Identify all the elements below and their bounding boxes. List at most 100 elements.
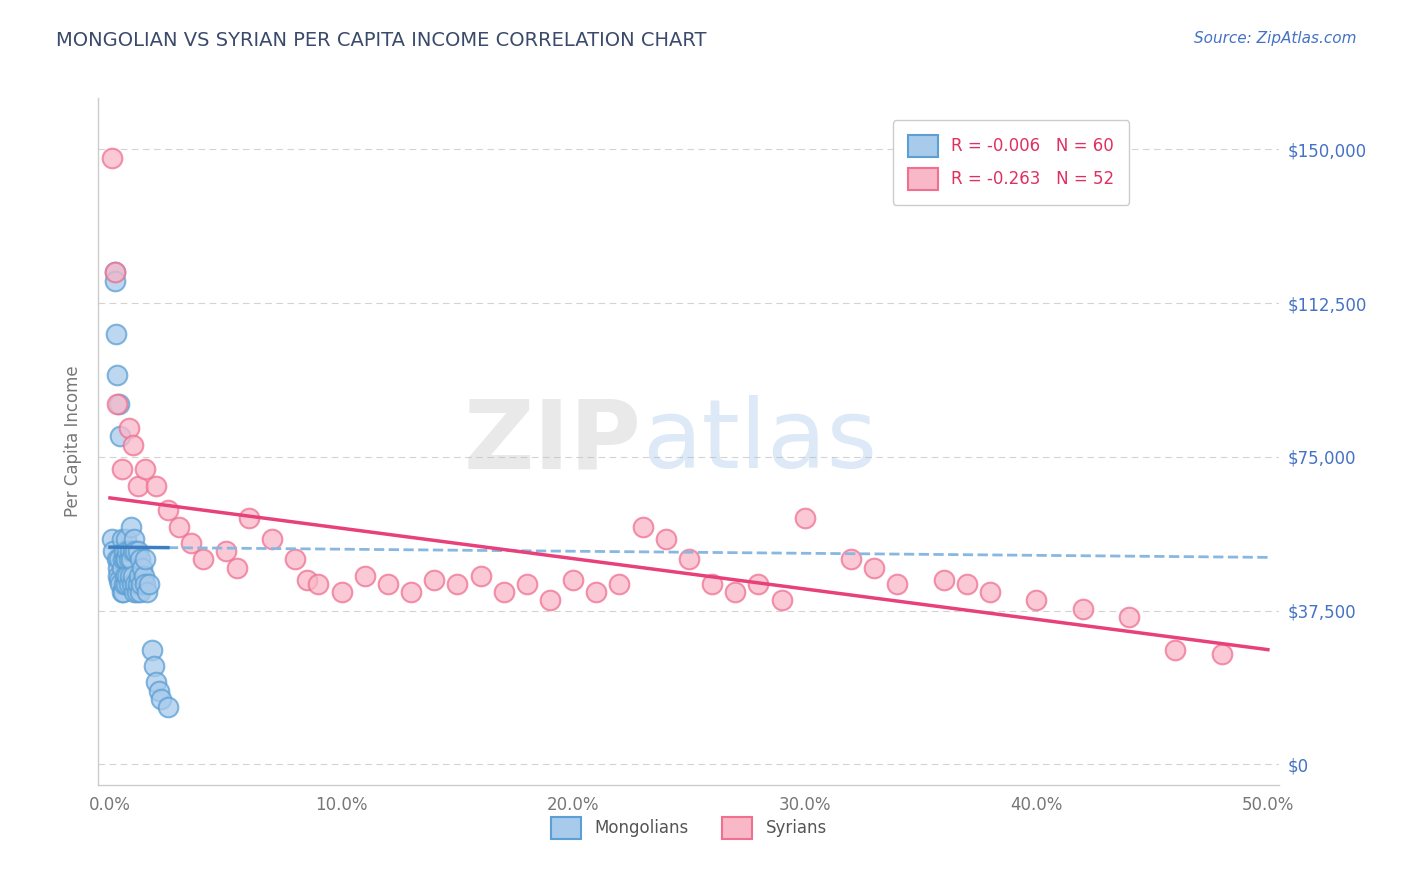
Point [120,552,142,566]
Point [124,585,146,599]
Point [114,569,136,583]
Point [1025,593,1047,607]
Point [127,544,149,558]
Point [143,659,166,673]
Point [120,519,142,533]
Point [124,577,146,591]
Point [631,519,654,533]
Point [108,573,131,587]
Point [129,585,152,599]
Point [104,265,127,279]
Point [122,544,145,558]
Point [110,560,132,574]
Point [118,569,141,583]
Point [110,429,132,443]
Point [118,544,141,558]
Point [110,585,132,599]
Point [115,532,138,546]
Point [125,585,148,599]
Point [122,437,145,451]
Point [149,691,172,706]
Point [108,396,131,410]
Point [127,478,149,492]
Point [215,544,238,558]
Point [770,593,793,607]
Point [129,552,152,566]
Point [105,396,128,410]
Point [516,577,538,591]
Point [115,552,138,566]
Point [128,569,150,583]
Point [112,577,135,591]
Point [169,519,191,533]
Point [238,511,260,525]
Point [124,532,146,546]
Point [446,577,468,591]
Point [138,577,160,591]
Point [101,532,124,546]
Point [377,577,399,591]
Point [191,552,214,566]
Point [423,573,446,587]
Point [307,577,329,591]
Text: Source: ZipAtlas.com: Source: ZipAtlas.com [1194,31,1357,46]
Point [148,683,170,698]
Point [609,577,631,591]
Point [353,569,375,583]
Point [112,544,135,558]
Point [145,478,167,492]
Point [399,585,422,599]
Point [145,675,167,690]
Point [127,577,149,591]
Point [655,532,678,546]
Point [103,544,125,558]
Point [678,552,700,566]
Point [262,532,284,546]
Point [284,552,307,566]
Point [134,552,156,566]
Point [932,573,955,587]
Point [104,274,127,288]
Point [110,532,132,546]
Point [117,421,139,435]
Point [115,577,138,591]
Point [117,552,139,566]
Point [131,560,153,574]
Point [956,577,979,591]
Point [863,560,886,574]
Point [1211,647,1233,661]
Point [104,265,127,279]
Point [117,569,139,583]
Point [122,569,145,583]
Point [124,544,146,558]
Point [134,577,156,591]
Point [156,503,179,517]
Point [1071,601,1094,615]
Point [105,368,128,382]
Point [700,577,723,591]
Point [886,577,908,591]
Text: atlas: atlas [641,395,877,488]
Point [121,577,143,591]
Point [585,585,607,599]
Point [117,577,139,591]
Point [101,151,124,165]
Point [110,577,132,591]
Point [180,536,202,550]
Point [1164,642,1187,657]
Legend: Mongolians, Syrians: Mongolians, Syrians [544,811,834,846]
Point [117,544,139,558]
Point [793,511,815,525]
Point [295,573,318,587]
Point [1118,610,1140,624]
Text: ZIP: ZIP [464,395,641,488]
Point [724,585,747,599]
Point [129,577,152,591]
Point [141,642,163,657]
Point [134,462,156,476]
Point [111,552,134,566]
Point [226,560,249,574]
Point [839,552,862,566]
Point [108,552,131,566]
Y-axis label: Per Capita Income: Per Capita Income [63,366,82,517]
